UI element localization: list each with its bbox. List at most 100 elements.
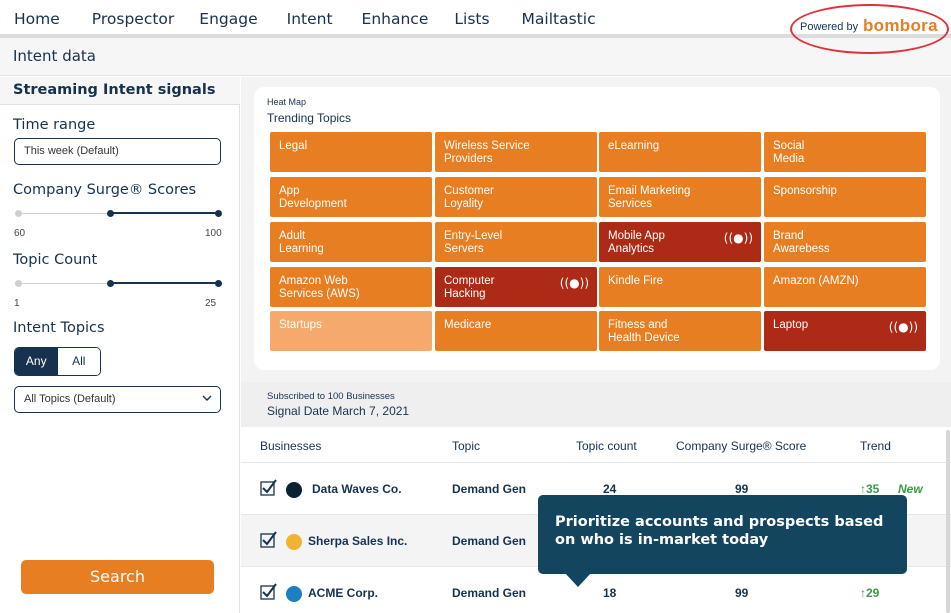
powered-by-label: Powered by xyxy=(800,21,859,33)
any-toggle-button[interactable]: Any xyxy=(15,348,58,375)
topic-tile-label: Startups xyxy=(279,319,322,331)
heatmap-subtitle: Heat Map xyxy=(267,97,307,107)
topic-tile-label: Entry-Level Servers xyxy=(444,230,503,255)
broadcast-signal-icon: ((●)) xyxy=(559,276,589,290)
intent-topics-select[interactable]: All Topics (Default) xyxy=(14,386,221,413)
col-surge-score[interactable]: Company Surge® Score xyxy=(676,439,807,453)
topic-tile[interactable]: Medicare xyxy=(435,311,597,351)
col-topic[interactable]: Topic xyxy=(452,439,481,453)
surge-slider-min-dot xyxy=(15,210,22,217)
business-name[interactable]: ACME Corp. xyxy=(308,586,378,600)
topic-tile-label: Amazon (AMZN) xyxy=(773,275,859,287)
topic-tile-label: Legal xyxy=(279,140,308,152)
topic-tile-label: Wireless Service Providers xyxy=(444,140,530,165)
business-name[interactable]: Data Waves Co. xyxy=(312,482,402,496)
surge-score-cell: 99 xyxy=(735,482,749,496)
checkbox-checked-icon[interactable] xyxy=(260,479,277,496)
topic-min-label: 1 xyxy=(14,298,20,309)
tooltip-pointer xyxy=(565,573,591,587)
surge-slider-high-handle[interactable] xyxy=(215,210,222,217)
topic-count-cell: 18 xyxy=(603,586,617,600)
sidebar-heading-label: Streaming Intent signals xyxy=(13,82,216,98)
topic-tile[interactable]: Social Media xyxy=(764,132,926,172)
col-businesses[interactable]: Businesses xyxy=(260,439,322,453)
topic-tile[interactable]: Laptop ((●)) xyxy=(764,311,926,351)
nav-divider xyxy=(0,34,951,38)
nav-intent[interactable]: Intent xyxy=(286,0,333,37)
nav-lists[interactable]: Lists xyxy=(454,10,490,28)
topic-tile-label: Mobile App Analytics xyxy=(608,230,665,255)
nav-prospector[interactable]: Prospector xyxy=(91,10,175,28)
subscribed-count: Subscribed to 100 Businesses xyxy=(267,391,395,402)
time-range-field[interactable]: This week (Default) xyxy=(14,138,221,165)
any-all-toggle: Any All xyxy=(14,347,101,376)
topic-tile-label: Sponsorship xyxy=(773,185,837,197)
topic-tile[interactable]: Sponsorship xyxy=(764,177,926,217)
topic-tile[interactable]: Legal xyxy=(270,132,432,172)
topic-tile-label: Laptop xyxy=(773,319,809,331)
new-badge: New xyxy=(898,482,923,496)
topic-tile-label: Medicare xyxy=(444,319,492,331)
topic-tile[interactable]: eLearning xyxy=(599,132,761,172)
topic-slider-high-handle[interactable] xyxy=(215,280,222,287)
all-toggle-button[interactable]: All xyxy=(57,348,100,375)
topic-tile-label: Adult Learning xyxy=(279,230,324,255)
topic-tile[interactable]: Amazon Web Services (AWS) xyxy=(270,267,432,307)
surge-score-cell: 99 xyxy=(735,586,749,600)
topic-tile[interactable]: Mobile App Analytics ((●)) xyxy=(599,222,761,262)
topic-cell: Demand Gen xyxy=(452,482,527,496)
table-scrollbar[interactable] xyxy=(946,430,950,613)
tooltip-text: Prioritize accounts and prospects based … xyxy=(555,514,884,548)
nav-home[interactable]: Home xyxy=(14,10,60,28)
col-trend[interactable]: Trend xyxy=(860,439,891,453)
topic-tile[interactable]: Email Marketing Services xyxy=(599,177,761,217)
sidebar-heading: Streaming Intent signals xyxy=(0,77,240,105)
checkbox-checked-icon[interactable] xyxy=(260,531,277,548)
topic-tile[interactable]: Entry-Level Servers xyxy=(435,222,597,262)
checkbox-checked-icon[interactable] xyxy=(260,583,277,600)
topic-count-label: Topic Count xyxy=(13,252,98,268)
powered-by-badge: Powered by bombora xyxy=(790,4,949,54)
topic-tile[interactable]: Kindle Fire xyxy=(599,267,761,307)
topic-tile[interactable]: App Development xyxy=(270,177,432,217)
topic-tile[interactable]: Startups xyxy=(270,311,432,351)
topic-tile[interactable]: Adult Learning xyxy=(270,222,432,262)
nav-engage[interactable]: Engage xyxy=(199,10,258,28)
chevron-down-icon xyxy=(202,395,212,401)
topic-tile-label: eLearning xyxy=(608,140,660,152)
topic-tile-label: Customer Loyality xyxy=(444,185,494,210)
topic-count-slider[interactable] xyxy=(15,280,222,288)
topic-tile-label: Email Marketing Services xyxy=(608,185,691,210)
topic-tile-label: Amazon Web Services (AWS) xyxy=(279,275,360,300)
sidebar: Streaming Intent signals Time range This… xyxy=(0,77,240,613)
topic-tile[interactable]: Wireless Service Providers xyxy=(435,132,597,172)
nav-mailtastic[interactable]: Mailtastic xyxy=(521,10,596,28)
trend-cell: ↑35 xyxy=(860,482,880,496)
company-logo-dot xyxy=(286,482,302,498)
col-topic-count[interactable]: Topic count xyxy=(576,439,637,453)
topic-tile[interactable]: Customer Loyality xyxy=(435,177,597,217)
topic-slider-low-handle[interactable] xyxy=(107,280,114,287)
topic-cell: Demand Gen xyxy=(452,586,527,600)
table-summary xyxy=(241,382,951,427)
surge-max-label: 100 xyxy=(205,228,222,239)
topic-slider-min-dot xyxy=(15,280,22,287)
intent-topics-label: Intent Topics xyxy=(13,320,105,336)
topic-tile[interactable]: Computer Hacking ((●)) xyxy=(435,267,597,307)
broadcast-signal-icon: ((●)) xyxy=(888,320,918,334)
topic-tile[interactable]: Brand Awarebess xyxy=(764,222,926,262)
topic-tile-label: App Development xyxy=(279,185,347,210)
topic-tile[interactable]: Fitness and Health Device xyxy=(599,311,761,351)
company-logo-dot xyxy=(286,586,302,602)
tooltip-callout: Prioritize accounts and prospects based … xyxy=(538,495,907,574)
search-button[interactable]: Search xyxy=(21,560,214,594)
topic-count-cell: 24 xyxy=(603,482,617,496)
surge-score-slider[interactable] xyxy=(15,210,222,218)
business-name[interactable]: Sherpa Sales Inc. xyxy=(308,534,408,548)
surge-slider-low-handle[interactable] xyxy=(107,210,114,217)
nav-enhance[interactable]: Enhance xyxy=(361,10,429,28)
topic-tile-label: Brand Awarebess xyxy=(773,230,830,255)
topic-tile[interactable]: Amazon (AMZN) xyxy=(764,267,926,307)
page-title: Intent data xyxy=(13,47,96,65)
trend-cell: ↑29 xyxy=(860,586,880,600)
